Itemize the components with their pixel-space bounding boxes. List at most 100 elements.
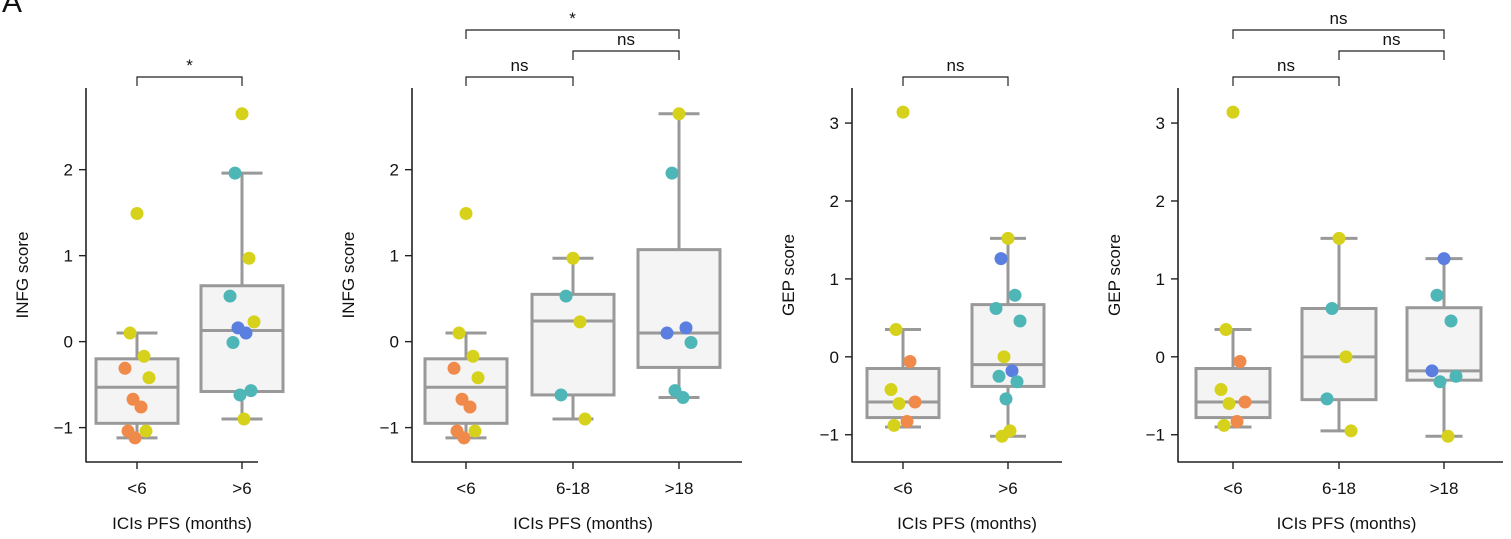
bracket-label: * [186,56,193,75]
data-point [128,431,142,445]
data-point [1430,288,1444,302]
box-1 [423,331,509,440]
bracket-label: * [569,9,576,28]
box-iqr [199,284,285,393]
data-point [994,252,1008,266]
data-point [139,424,153,438]
data-point [1230,414,1244,428]
box-1 [94,331,180,440]
data-point [889,323,903,337]
bracket-label: ns [617,30,635,49]
bracket-label: ns [947,56,965,75]
data-point [1010,375,1024,389]
data-point [223,289,237,303]
data-point [660,326,674,340]
data-point [247,315,261,329]
data-point [1226,105,1240,119]
data-point [237,412,251,426]
data-point [134,400,148,414]
y-tick-label: 2 [830,192,839,211]
data-point [1001,231,1015,245]
significance-bracket: * [136,56,243,86]
data-point [1425,364,1439,378]
data-point [123,326,137,340]
data-point [665,166,679,180]
data-point [233,388,247,402]
data-point [1219,323,1233,337]
data-point [554,388,568,402]
bracket-line [1338,50,1445,60]
data-point [242,251,256,265]
bracket-line [572,50,680,60]
x-tick-label: <6 [127,479,146,498]
data-point [126,392,140,406]
data-point [130,207,144,221]
box-3 [1405,257,1483,438]
box-iqr [423,357,509,425]
y-tick-label: 3 [830,114,839,133]
y-tick-label: −1 [820,426,839,445]
data-point [1449,369,1463,383]
data-point [1005,364,1019,378]
chart-panel-4: −1 0 1 2 3 <6 6-18 >18 ICIs PFS (months) GEP scor… [1105,9,1503,533]
data-point [997,350,1011,364]
x-tick-label: >6 [232,479,251,498]
x-axis-title: ICIs PFS (months) [112,514,252,533]
box-iqr [1300,307,1378,402]
data-point [1238,395,1252,409]
y-axis-title: INFG score [339,232,358,319]
data-point [1332,231,1346,245]
box-1 [865,328,941,429]
data-point [896,105,910,119]
x-tick-label: 6-18 [556,479,590,498]
x-axis-title: ICIs PFS (months) [513,514,653,533]
data-point [578,412,592,426]
data-point [466,349,480,363]
data-point [1233,354,1247,368]
data-point [1013,314,1027,328]
x-tick-label: >6 [998,479,1017,498]
box-iqr [865,367,941,420]
data-point [672,107,686,121]
y-tick-label: 0 [390,333,399,352]
significance-bracket: ns [465,56,574,86]
y-axis-title: INFG score [13,232,32,319]
bracket-label: ns [1383,30,1401,49]
bracket-line [465,76,574,86]
y-tick-label: 0 [1156,348,1165,367]
significance-bracket: ns [1232,56,1340,86]
data-point [1437,252,1451,266]
chart-panel-3: −1 0 1 2 3 <6 >6 ICIs PFS (months) GEP score ns [779,56,1062,533]
data-point [908,395,922,409]
bracket-line [1232,76,1340,86]
data-point [1008,288,1022,302]
data-point [226,335,240,349]
chart-panel-2: −1 0 1 2 <6 6-18 >18 ICIs PFS (months) INFG scor… [339,9,742,533]
data-point [1325,302,1339,316]
bracket-line [902,76,1009,86]
significance-bracket: ns [902,56,1009,86]
y-tick-label: 2 [64,161,73,180]
data-point [892,397,906,411]
data-point [1444,314,1458,328]
box-2 [1300,236,1378,433]
bracket-line [1232,29,1445,39]
data-point [573,315,587,329]
y-tick-label: −1 [1146,426,1165,445]
data-point [989,302,1003,316]
data-point [679,321,693,335]
chart-panel-1: −1 0 1 2 <6 >6 ICIs PFS (months) INFG score * [13,56,285,533]
significance-bracket: ns [572,30,680,60]
y-tick-label: 1 [390,247,399,266]
y-tick-label: 0 [830,348,839,367]
y-tick-label: 2 [390,161,399,180]
y-tick-label: −1 [54,419,73,438]
box-2 [530,256,616,421]
data-point [447,361,461,375]
x-tick-label: <6 [456,479,475,498]
significance-bracket: ns [1232,9,1445,39]
data-point [1222,397,1236,411]
bracket-line [465,29,680,39]
x-tick-label: 6-18 [1322,479,1356,498]
data-point [452,326,466,340]
